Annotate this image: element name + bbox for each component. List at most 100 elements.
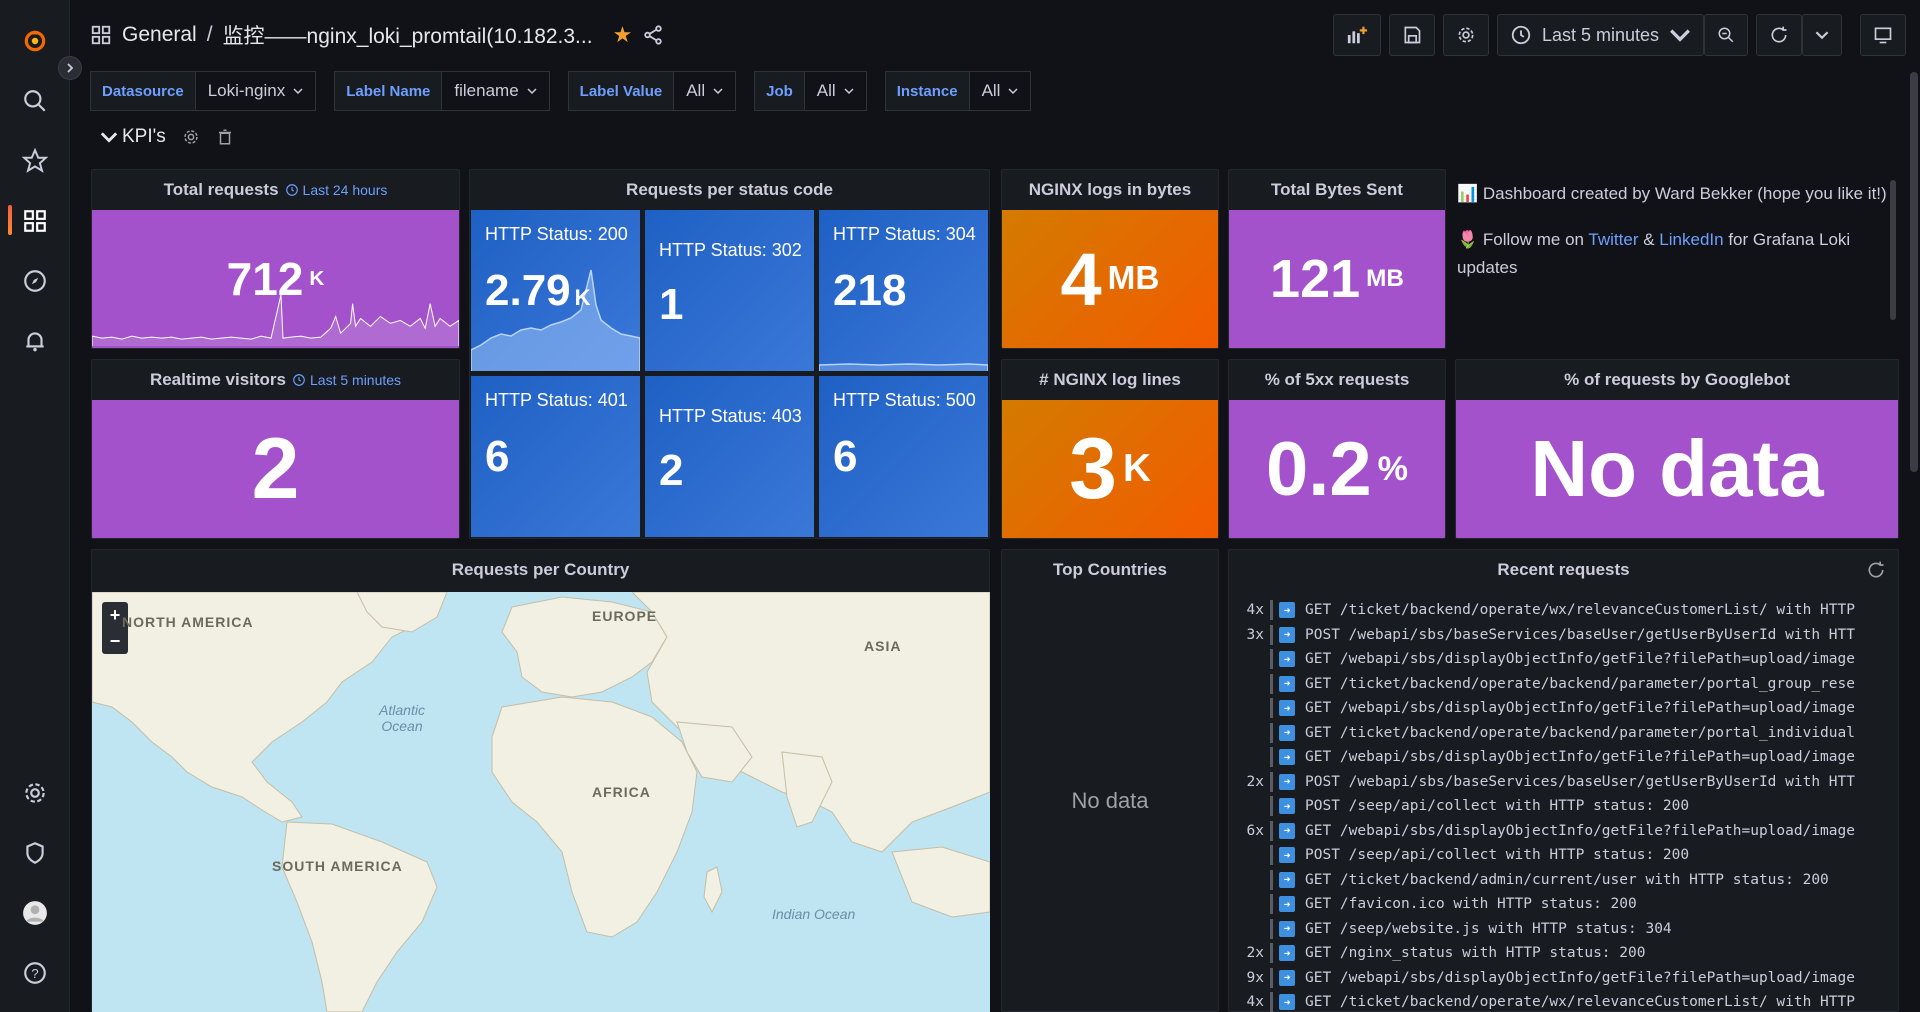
add-panel-button[interactable]	[1332, 14, 1381, 56]
status-tile-label: HTTP Status: 401	[485, 390, 628, 410]
log-row[interactable]: 2x ➜ POST /webapi/sbs/baseServices/baseUse…	[1228, 770, 1893, 795]
world-map[interactable]: + − NORTH AMERICA EUROPE ASIA AFRICA SOU…	[92, 592, 990, 1012]
variable-label-label-value: Label Value	[567, 71, 675, 111]
log-arrow-icon: ➜	[1279, 773, 1295, 790]
text-panel-scrollbar[interactable]	[1890, 180, 1896, 320]
log-level-bar	[1270, 649, 1273, 670]
starred-icon[interactable]	[0, 137, 70, 185]
panel-recent-requests[interactable]: Recent requests	[1228, 549, 1899, 1012]
stat-unit: %	[1377, 449, 1409, 488]
log-row[interactable]: ➜ POST /seep/api/collect with HTTP status…	[1228, 843, 1893, 868]
map-label-europe: EUROPE	[592, 608, 658, 624]
variable-select-instance[interactable]: All	[969, 71, 1032, 111]
log-row[interactable]: ➜ GET /webapi/sbs/displayObjectInfo/getFi…	[1228, 696, 1893, 721]
panel-realtime-visitors[interactable]: Realtime visitors Last 5 minutes 2	[91, 359, 460, 539]
log-row[interactable]: ➜ GET /ticket/backend/admin/current/user …	[1228, 868, 1893, 893]
log-row[interactable]: 3x ➜ POST /webapi/sbs/baseServices/baseUse…	[1228, 623, 1893, 648]
sidebar: ?	[0, 0, 70, 1012]
trash-icon[interactable]	[216, 128, 234, 146]
dashboard-title[interactable]: 监控——nginx_loki_promtail(10.182.3...	[222, 25, 593, 48]
settings-gear-icon[interactable]	[0, 769, 70, 817]
log-line: GET /webapi/sbs/displayObjectInfo/getFil…	[1305, 651, 1855, 668]
log-row[interactable]: ➜ GET /ticket/backend/operate/backend/par…	[1228, 672, 1893, 697]
variable-value: All	[981, 81, 1001, 100]
panel-total-requests[interactable]: Total requests Last 24 hours 712 K	[91, 169, 460, 349]
chevron-down-icon	[844, 88, 854, 95]
log-level-bar	[1270, 796, 1273, 817]
zoom-in-button[interactable]: +	[109, 604, 121, 625]
stat-value-pct-5xx: 0.2%	[1229, 400, 1445, 538]
help-icon[interactable]: ?	[0, 949, 70, 997]
log-level-bar	[1270, 845, 1273, 866]
log-arrow-icon: ➜	[1279, 822, 1295, 839]
log-line: GET /seep/website.js with HTTP status: 3…	[1305, 920, 1672, 937]
panel-googlebot[interactable]: % of requests by Googlebot No data	[1455, 359, 1899, 539]
dashboards-icon[interactable]	[0, 197, 70, 245]
log-level-bar	[1270, 624, 1273, 645]
log-row[interactable]: 4x ➜ GET /ticket/backend/operate/wx/releva…	[1228, 990, 1893, 1012]
status-tile-401: HTTP Status: 401 6	[471, 376, 640, 537]
variable-select-datasource[interactable]: Loki-nginx	[195, 71, 317, 111]
log-count: 4x	[1246, 602, 1264, 619]
log-row[interactable]: ➜ GET /webapi/sbs/displayObjectInfo/getFi…	[1228, 745, 1893, 770]
log-row[interactable]: ➜ GET /ticket/backend/operate/backend/par…	[1228, 721, 1893, 746]
explore-icon[interactable]	[0, 257, 70, 305]
refresh-interval-dropdown[interactable]	[1802, 14, 1842, 56]
log-arrow-icon: ➜	[1279, 871, 1295, 888]
log-row[interactable]: ➜ GET /webapi/sbs/displayObjectInfo/getFi…	[1228, 647, 1893, 672]
twitter-link[interactable]: Twitter	[1588, 230, 1639, 249]
variable-select-label-value[interactable]: All	[674, 71, 737, 111]
log-row[interactable]: 2x ➜ GET /nginx_status with HTTP status: 2…	[1228, 941, 1893, 966]
log-row[interactable]: 4x ➜ GET /ticket/backend/operate/wx/releva…	[1228, 598, 1893, 623]
log-row[interactable]: ➜ POST /seep/api/collect with HTTP status…	[1228, 794, 1893, 819]
save-dashboard-button[interactable]	[1388, 14, 1435, 56]
log-row[interactable]: ➜ GET /seep/website.js with HTTP status: …	[1228, 917, 1893, 942]
status-tile-value: 1	[659, 280, 684, 329]
variable-select-label-name[interactable]: filename	[442, 71, 550, 111]
user-avatar-icon[interactable]	[0, 889, 70, 937]
variable-select-job[interactable]: All	[804, 71, 867, 111]
zoom-out-button[interactable]: −	[109, 630, 121, 651]
panel-time-info: Last 5 minutes	[292, 372, 401, 388]
panel-total-bytes-sent[interactable]: Total Bytes Sent 121 MB	[1228, 169, 1446, 349]
row-header-kpis[interactable]: KPI's	[100, 126, 234, 148]
log-level-bar	[1270, 869, 1273, 890]
panel-title-text: Total requests	[163, 180, 279, 199]
log-level-bar	[1270, 918, 1273, 939]
breadcrumb: General / 监控——nginx_loki_promtail(10.182…	[90, 20, 664, 50]
log-row[interactable]: 9x ➜ GET /webapi/sbs/displayObjectInfo/get…	[1228, 966, 1893, 991]
sidebar-expand-button[interactable]	[58, 56, 82, 80]
refresh-button[interactable]	[1756, 14, 1802, 56]
variables-bar: Datasource Loki-nginx Label Name filenam…	[90, 70, 1049, 112]
log-row[interactable]: ➜ GET /favicon.ico with HTTP status: 200	[1228, 892, 1893, 917]
clock-icon	[285, 184, 298, 196]
svg-text:?: ?	[31, 966, 38, 981]
chevron-down-icon	[1670, 29, 1690, 42]
zoom-out-button[interactable]	[1704, 14, 1748, 56]
variable-value: Loki-nginx	[207, 81, 286, 100]
search-icon[interactable]	[0, 77, 70, 125]
panel-pct-5xx[interactable]: % of 5xx requests 0.2%	[1228, 359, 1446, 539]
panel-title: Top Countries	[1053, 560, 1167, 579]
log-row[interactable]: 6x ➜ GET /webapi/sbs/displayObjectInfo/get…	[1228, 819, 1893, 844]
shield-icon[interactable]	[0, 829, 70, 877]
panel-top-countries[interactable]: Top Countries No data	[1001, 549, 1219, 1012]
star-icon[interactable]: ★	[612, 22, 633, 47]
panel-nginx-logs-bytes[interactable]: NGINX logs in bytes 4 MB	[1001, 169, 1219, 349]
chevron-down-icon	[1008, 88, 1018, 95]
time-picker-button[interactable]: Last 5 minutes	[1496, 14, 1704, 56]
log-count: 4x	[1246, 994, 1264, 1011]
alerting-bell-icon[interactable]	[0, 317, 70, 365]
breadcrumb-folder[interactable]: General	[122, 23, 197, 46]
share-icon[interactable]	[642, 24, 664, 46]
status-tile-label: HTTP Status: 403	[659, 406, 802, 426]
row-settings-gear-icon[interactable]	[182, 128, 200, 146]
dashboard-settings-button[interactable]	[1442, 14, 1489, 56]
log-arrow-icon: ➜	[1279, 994, 1295, 1011]
linkedin-link[interactable]: LinkedIn	[1659, 230, 1724, 249]
grafana-logo-icon[interactable]	[0, 17, 70, 65]
sparkline	[471, 269, 640, 371]
tv-mode-button[interactable]	[1860, 14, 1906, 56]
page-scrollbar[interactable]	[1910, 72, 1918, 472]
